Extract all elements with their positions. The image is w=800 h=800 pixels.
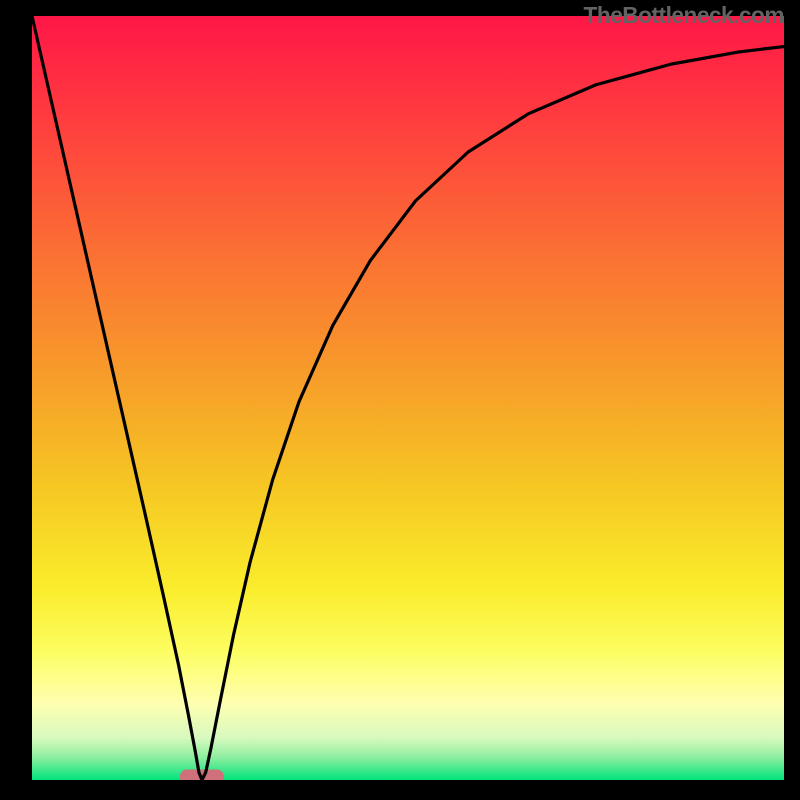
watermark-text: TheBottleneck.com	[584, 2, 784, 29]
plot-background	[32, 16, 784, 780]
chart-svg	[0, 0, 800, 800]
chart-container: { "chart": { "type": "line", "width_px":…	[0, 0, 800, 800]
